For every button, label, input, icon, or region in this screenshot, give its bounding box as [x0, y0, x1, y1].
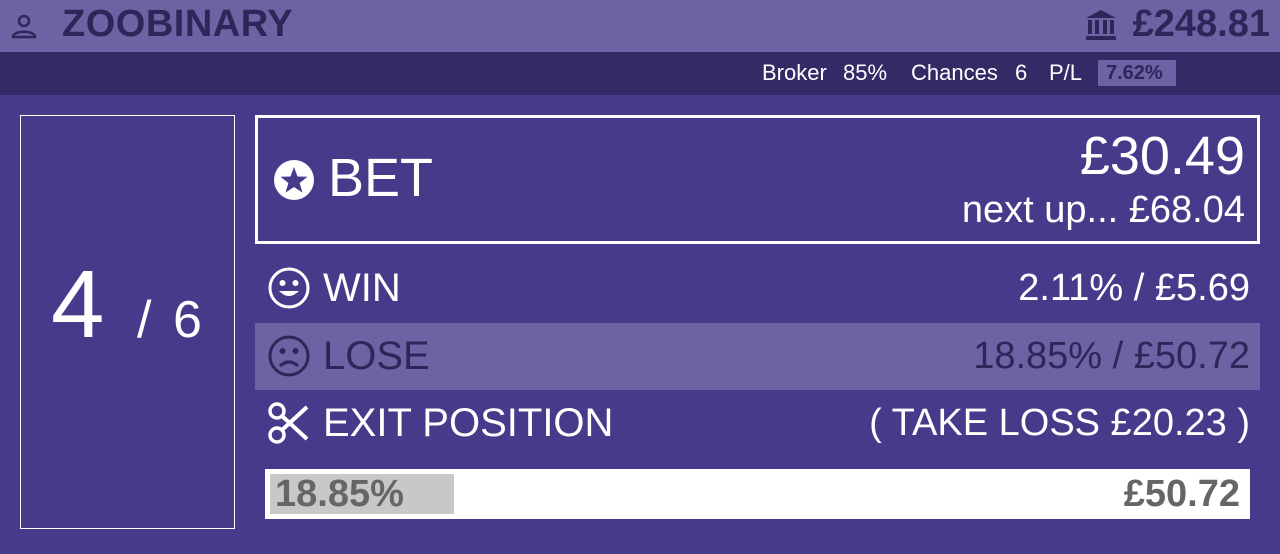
- pl-label: P/L: [1049, 60, 1083, 85]
- app-title: ZOOBINARY: [62, 3, 294, 45]
- lose-label: LOSE: [323, 334, 430, 378]
- exit-position-label: EXIT POSITION: [323, 401, 614, 445]
- counter-current: 4: [51, 251, 105, 358]
- account-balance: £248.81: [1132, 3, 1270, 45]
- win-value: 2.11% / £5.69: [1018, 267, 1250, 309]
- bet-panel[interactable]: BET £30.49 next up... £68.04: [255, 115, 1260, 244]
- next-bet-amount: next up... £68.04: [961, 189, 1245, 231]
- progress-fill: [270, 474, 454, 514]
- bet-amount: £30.49: [1079, 126, 1245, 186]
- round-counter: 4 / 6: [20, 115, 235, 529]
- exit-position-option[interactable]: EXIT POSITION ( TAKE LOSS £20.23 ): [255, 390, 1260, 457]
- star-circle-icon: [274, 160, 314, 200]
- scissors-icon: [268, 402, 309, 444]
- chances-label: Chances: [911, 60, 998, 85]
- bank-icon: [1086, 10, 1116, 40]
- broker-label: Broker: [762, 60, 827, 85]
- progress-amount: £50.72: [1123, 473, 1240, 515]
- smile-icon: [268, 267, 310, 309]
- lose-value: 18.85% / £50.72: [973, 335, 1250, 377]
- progress-percent: 18.85%: [275, 473, 404, 515]
- broker-value: 85%: [843, 60, 888, 85]
- counter-separator: /: [137, 291, 152, 349]
- pl-value: 7.62%: [1098, 60, 1176, 86]
- take-loss-value: ( TAKE LOSS £20.23 ): [869, 402, 1250, 444]
- top-bar: ZOOBINARY £248.81: [0, 0, 1280, 52]
- counter-total: 6: [173, 291, 202, 349]
- win-label: WIN: [323, 266, 401, 310]
- loss-progress-bar: 18.85% £50.72: [265, 469, 1250, 519]
- chances-value: 6: [1015, 60, 1028, 85]
- win-option[interactable]: WIN 2.11% / £5.69: [255, 255, 1260, 322]
- stats-bar: Broker 85% Chances 6 P/L 7.62%: [0, 52, 1280, 95]
- frown-icon: [268, 335, 310, 377]
- lose-option[interactable]: LOSE 18.85% / £50.72: [255, 323, 1260, 390]
- user-icon[interactable]: [10, 12, 38, 40]
- bet-label: BET: [328, 148, 434, 208]
